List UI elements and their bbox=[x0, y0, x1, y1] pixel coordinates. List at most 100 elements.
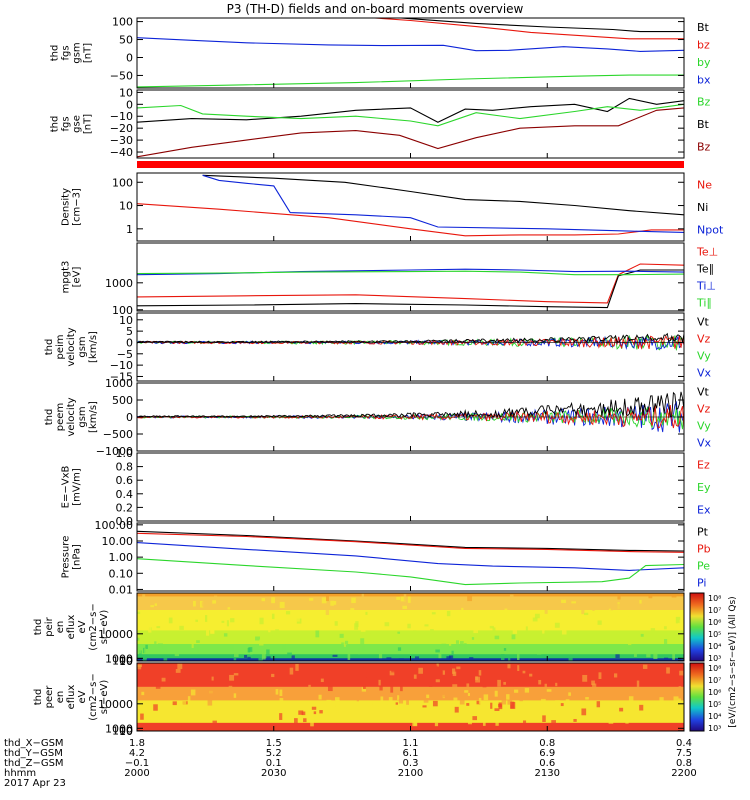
heatmap-cell bbox=[678, 698, 682, 704]
heatmap-cell bbox=[676, 678, 682, 685]
heatmap-cell bbox=[639, 704, 644, 711]
heatmap-cell bbox=[675, 616, 681, 624]
heatmap-cell bbox=[360, 638, 365, 645]
heatmap-cell bbox=[568, 656, 573, 661]
legend-entry: Vt bbox=[697, 316, 710, 329]
legend-entry: Vz bbox=[697, 333, 711, 346]
y-tick-label: −30 bbox=[110, 134, 133, 147]
y-tick-label: 0 bbox=[126, 98, 133, 111]
heatmap-cell bbox=[530, 639, 534, 643]
heatmap-cell bbox=[337, 621, 341, 626]
heatmap-cell bbox=[587, 675, 592, 681]
heatmap-cell bbox=[402, 605, 408, 609]
y-label-line: fgs bbox=[61, 116, 72, 131]
heatmap-cell bbox=[542, 715, 546, 723]
heatmap-cell bbox=[179, 625, 184, 630]
heatmap-cell bbox=[350, 608, 355, 614]
heatmap-cell bbox=[326, 699, 332, 707]
heatmap-cell bbox=[349, 687, 354, 692]
heatmap-cell bbox=[614, 726, 619, 731]
x-value-label: 0.1 bbox=[266, 758, 282, 769]
heatmap-cell bbox=[289, 687, 295, 692]
heatmap-cell bbox=[254, 604, 260, 610]
heatmap-cell bbox=[506, 723, 510, 726]
heatmap-cell bbox=[327, 686, 333, 692]
x-value-label: 2030 bbox=[261, 768, 286, 779]
heatmap-cell bbox=[335, 704, 341, 711]
heatmap-cell bbox=[143, 648, 146, 654]
heatmap-cell bbox=[506, 694, 510, 700]
x-row-label: 2017 Apr 23 bbox=[4, 778, 66, 789]
heatmap-cell bbox=[347, 653, 351, 660]
x-value-label: 0.8 bbox=[676, 758, 692, 769]
heatmap-cell bbox=[659, 697, 664, 703]
heatmap-cell bbox=[459, 697, 465, 705]
heatmap-cell bbox=[482, 719, 486, 726]
heatmap-cell bbox=[646, 650, 651, 658]
y-axis-label: thd fgs gse [nT] bbox=[50, 114, 94, 134]
heatmap-band bbox=[137, 663, 684, 688]
heatmap-cell bbox=[592, 683, 597, 690]
heatmap-cell bbox=[223, 633, 228, 637]
heatmap-cell bbox=[492, 627, 496, 633]
heatmap-cell bbox=[336, 724, 341, 728]
heatmap-cell bbox=[413, 674, 417, 679]
colorbar-tick-label: 10⁶ bbox=[708, 618, 721, 627]
heatmap-cell bbox=[144, 631, 149, 638]
heatmap-cell bbox=[358, 667, 364, 672]
y-tick-label: −10 bbox=[110, 110, 133, 123]
colorbar-tick-label: 10⁷ bbox=[708, 606, 721, 615]
heatmap-cell bbox=[476, 700, 481, 705]
y-tick-label: −50 bbox=[110, 69, 133, 82]
legend-entry: Pe bbox=[697, 560, 710, 573]
heatmap-cell bbox=[211, 697, 217, 700]
heatmap-cell bbox=[428, 683, 433, 687]
y-tick-label: 10.00 bbox=[102, 535, 134, 548]
heatmap-cell bbox=[403, 594, 407, 601]
heatmap-cell bbox=[137, 637, 140, 641]
colorbar-tick-label: 10⁷ bbox=[708, 676, 721, 685]
heatmap-cell bbox=[651, 614, 655, 621]
heatmap-cell bbox=[507, 664, 511, 669]
heatmap-cell bbox=[193, 600, 196, 607]
heatmap-cell bbox=[537, 651, 542, 655]
y-tick-label: 10 bbox=[119, 200, 133, 213]
heatmap-cell bbox=[229, 674, 235, 681]
heatmap-cell bbox=[514, 623, 518, 626]
heatmap-cell bbox=[597, 620, 602, 625]
heatmap-cell bbox=[376, 648, 381, 653]
panel-frame bbox=[136, 312, 685, 382]
heatmap-cell bbox=[555, 700, 561, 707]
heatmap-cell bbox=[614, 611, 620, 618]
heatmap-cell bbox=[438, 670, 443, 678]
heatmap-cell bbox=[504, 608, 508, 611]
heatmap-cell bbox=[673, 696, 679, 702]
series-Te∥ bbox=[137, 269, 684, 309]
legend-entry: Ti∥ bbox=[696, 297, 712, 310]
legend-entry: Vx bbox=[697, 437, 712, 450]
y-tick-label: 100 bbox=[112, 16, 133, 29]
heatmap-cell bbox=[535, 681, 539, 687]
y-tick-label: 10 bbox=[119, 314, 133, 327]
heatmap-cell bbox=[320, 678, 324, 683]
heatmap-cell bbox=[451, 650, 454, 656]
heatmap-cell bbox=[145, 644, 148, 649]
series-Npot bbox=[202, 174, 684, 233]
colorbar-tick-label: 10⁴ bbox=[708, 642, 721, 651]
heatmap-cell bbox=[608, 717, 614, 724]
x-value-label: 2000 bbox=[124, 768, 149, 779]
heatmap-cell bbox=[664, 639, 668, 644]
heatmap-cell bbox=[551, 720, 556, 726]
heatmap-cell bbox=[645, 712, 648, 715]
plot-area bbox=[137, 332, 684, 351]
heatmap-cell bbox=[609, 605, 614, 611]
heatmap-cell bbox=[658, 725, 662, 731]
series-Ni bbox=[202, 174, 684, 216]
heatmap-cell bbox=[308, 684, 311, 690]
heatmap-cell bbox=[276, 600, 281, 604]
heatmap-cell bbox=[453, 697, 458, 701]
heatmap-cell bbox=[652, 624, 656, 627]
y-tick-label: 10000 bbox=[98, 698, 133, 711]
